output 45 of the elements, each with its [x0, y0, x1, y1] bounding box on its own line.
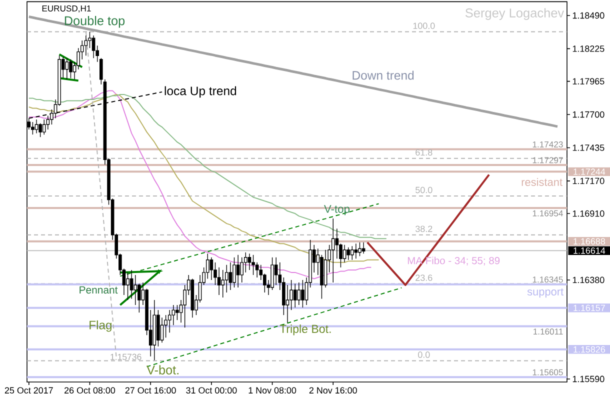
ref-line-label: 1.17423 — [532, 141, 563, 148]
annotation: resistant — [522, 178, 562, 186]
y-tick-label: 1.17965 — [572, 78, 604, 84]
ref-line-label: 1.17244 — [574, 168, 606, 175]
x-tick-label: 27 Oct 16:00 — [125, 387, 176, 394]
chart-title: EURUSD,H1 — [42, 5, 91, 12]
ref-line-label: 1.17297 — [532, 157, 563, 164]
ref-line-label: 1.16954 — [532, 210, 563, 216]
y-tick-label: 1.16380 — [572, 276, 604, 284]
y-tick-label: 1.18490 — [572, 12, 604, 19]
x-tick-label: 26 Oct 08:00 — [64, 387, 116, 394]
annotation: 61.8 — [416, 149, 432, 156]
ref-line-label: 1.16345 — [532, 276, 563, 283]
annotation: 38.2 — [416, 226, 432, 232]
ref-line-label: 1.16157 — [574, 304, 605, 312]
y-tick-label: 1.16910 — [572, 210, 604, 217]
annotation: Double top — [64, 16, 125, 28]
annotation: 23.6 — [416, 274, 432, 281]
series-label: Down trend — [352, 70, 414, 80]
annotation: Flag — [90, 320, 112, 332]
annotation: Pennant — [80, 286, 118, 294]
ref-line-label: 1.16011 — [534, 328, 563, 335]
annotation: 0.0 — [418, 352, 430, 358]
annotation: MA Fibo - 34; 55; 89 — [408, 256, 500, 266]
annotation: 50.0 — [416, 186, 432, 194]
x-tick-label: 25 Oct 2017 — [4, 387, 53, 394]
series-label: loca Up trend — [164, 86, 236, 98]
ref-line-label: 1.16688 — [574, 238, 606, 245]
annotation: 100.0 — [413, 22, 435, 29]
x-tick-label: 2 Nov 16:00 — [309, 387, 357, 394]
x-tick-label: 1 Nov 08:00 — [248, 387, 296, 394]
annotation: Triple Bot. — [280, 324, 331, 336]
x-tick-label: 31 Oct 00:00 — [186, 387, 237, 394]
y-tick-label: 1.18225 — [572, 46, 604, 52]
ref-line-label: 1.15605 — [532, 369, 563, 376]
y-tick-label: 1.17435 — [572, 144, 604, 151]
annotation: V-bot. — [146, 365, 178, 374]
annotation: V-top — [324, 205, 350, 216]
y-tick-label: 1.17170 — [572, 178, 604, 184]
annotation: support — [527, 288, 564, 298]
annotation: 1.15736 — [110, 354, 142, 360]
y-tick-label: 1.17700 — [572, 111, 604, 118]
y-tick-label: 1.15590 — [572, 376, 604, 382]
ref-line-label: 1.15826 — [574, 346, 606, 353]
ref-line-label: 1.16614 — [574, 247, 606, 254]
